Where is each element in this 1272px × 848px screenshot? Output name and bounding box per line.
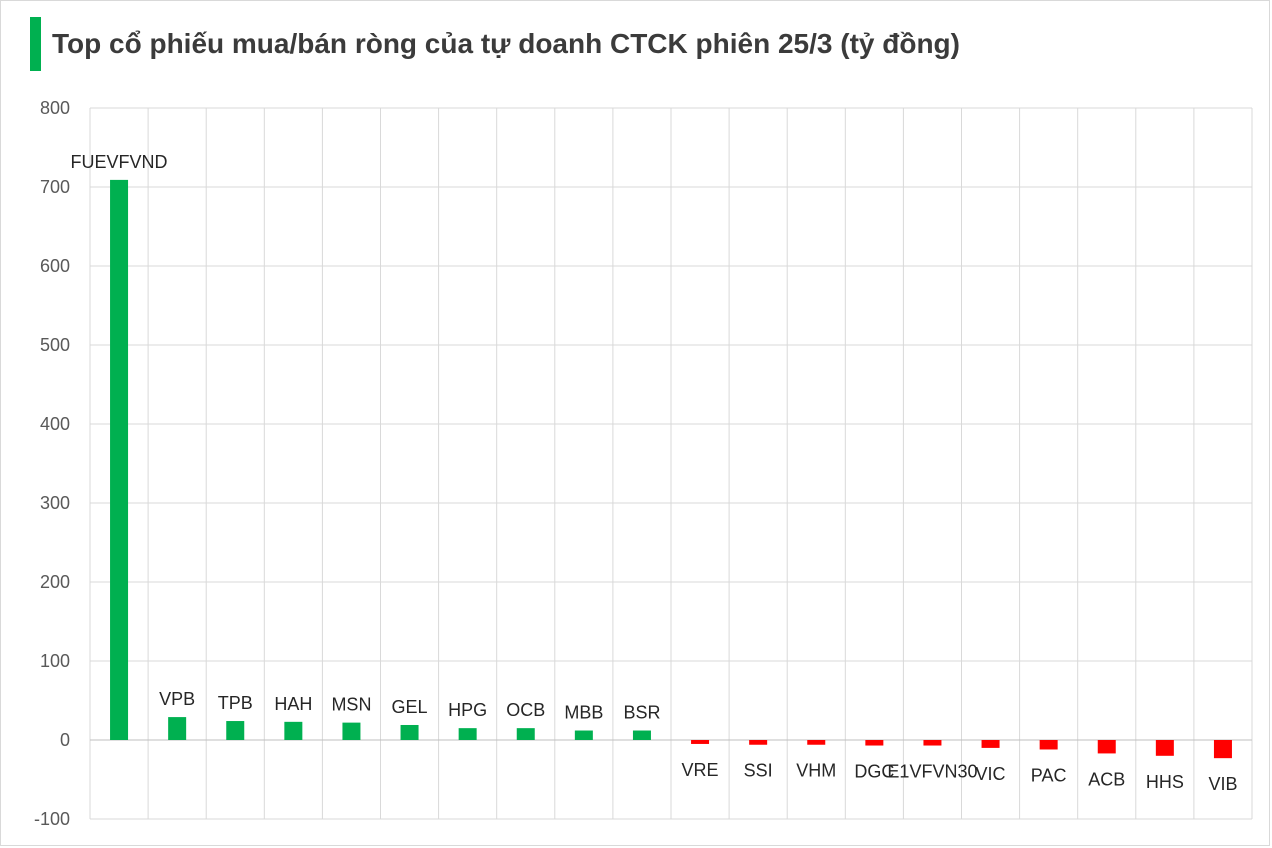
category-label: VHM bbox=[796, 761, 836, 781]
bar-vre bbox=[691, 740, 710, 744]
y-tick-label: 200 bbox=[40, 572, 70, 592]
bar-vic bbox=[981, 740, 1000, 748]
category-label: BSR bbox=[623, 703, 660, 723]
chart-title: Top cổ phiếu mua/bán ròng của tự doanh C… bbox=[52, 28, 960, 59]
y-tick-label: 500 bbox=[40, 335, 70, 355]
y-tick-label: 0 bbox=[60, 730, 70, 750]
bar-acb bbox=[1097, 740, 1116, 754]
gridlines bbox=[89, 107, 1253, 820]
y-tick-label: 700 bbox=[40, 177, 70, 197]
y-axis-ticks: -100 0 100 200 300 400 500 600 700 800 bbox=[34, 98, 70, 829]
category-label: ACB bbox=[1088, 769, 1125, 789]
bar-msn bbox=[342, 722, 361, 740]
category-label: MBB bbox=[564, 703, 603, 723]
category-label: VRE bbox=[682, 760, 719, 780]
bar-gel bbox=[400, 724, 419, 740]
category-label: DGC bbox=[854, 762, 894, 782]
bar-fuevfvnd bbox=[110, 179, 129, 740]
y-tick-label: 400 bbox=[40, 414, 70, 434]
bar-bsr bbox=[632, 730, 651, 740]
category-label: HHS bbox=[1146, 772, 1184, 792]
y-tick-label: 100 bbox=[40, 651, 70, 671]
y-tick-label: 800 bbox=[40, 98, 70, 118]
bar-hpg bbox=[458, 728, 477, 740]
category-label: PAC bbox=[1031, 765, 1067, 785]
category-label: OCB bbox=[506, 700, 545, 720]
category-label: E1VFVN30 bbox=[887, 762, 977, 782]
bar-ocb bbox=[516, 728, 535, 740]
bar-dgc bbox=[865, 740, 884, 746]
bar-pac bbox=[1039, 740, 1058, 750]
y-tick-label: 300 bbox=[40, 493, 70, 513]
category-label: HAH bbox=[274, 694, 312, 714]
title-accent-bar bbox=[30, 17, 41, 71]
category-label: TPB bbox=[218, 693, 253, 713]
bar-mbb bbox=[574, 730, 593, 740]
bar-tpb bbox=[226, 721, 245, 740]
bar-e1vfvn30 bbox=[923, 740, 942, 746]
category-label: VIC bbox=[976, 764, 1006, 784]
category-label: SSI bbox=[744, 761, 773, 781]
category-label: MSN bbox=[331, 695, 371, 715]
category-label: VIB bbox=[1208, 774, 1237, 794]
category-labels: FUEVFVND VPB TPB HAH MSN GEL HPG OCB MBB BSR VRE SS… bbox=[71, 152, 1238, 794]
bar-vhm bbox=[807, 740, 826, 745]
category-label: GEL bbox=[392, 697, 428, 717]
category-label: HPG bbox=[448, 700, 487, 720]
y-tick-label: 600 bbox=[40, 256, 70, 276]
bar-hhs bbox=[1155, 740, 1174, 756]
bar-vib bbox=[1213, 740, 1232, 759]
bar-hah bbox=[284, 721, 303, 740]
bar-vpb bbox=[168, 717, 187, 740]
bar-ssi bbox=[749, 740, 768, 745]
y-tick-label: -100 bbox=[34, 809, 70, 829]
category-label: FUEVFVND bbox=[71, 152, 168, 172]
bars bbox=[110, 179, 1232, 759]
category-label: VPB bbox=[159, 689, 195, 709]
